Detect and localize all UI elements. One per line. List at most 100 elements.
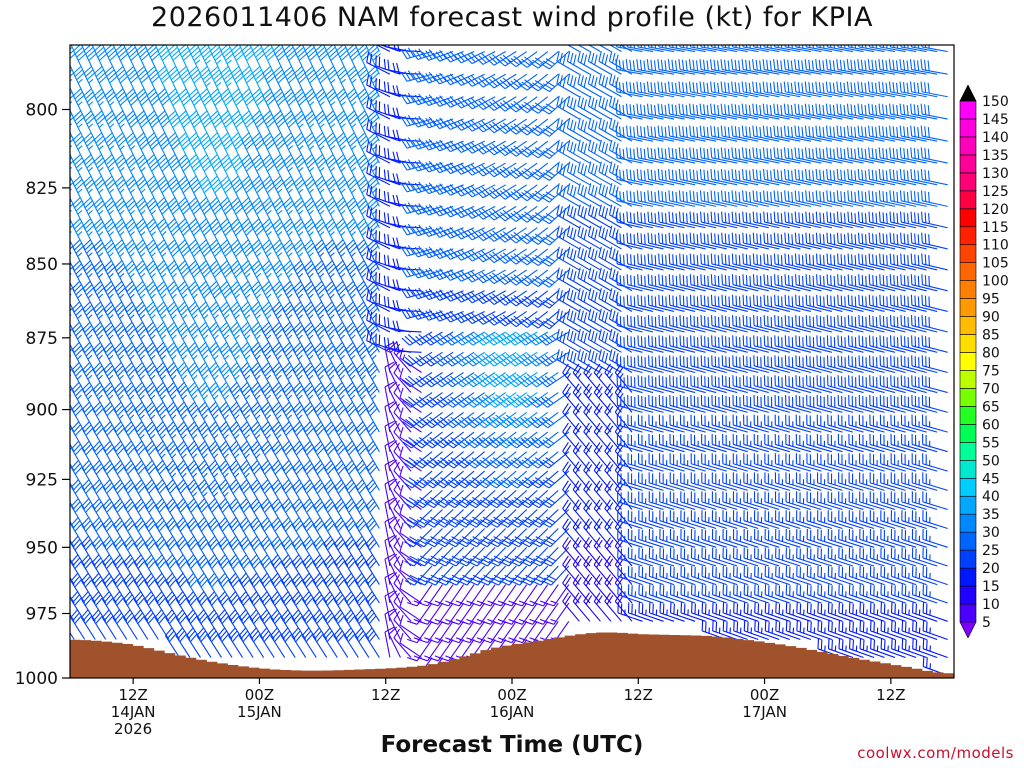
- x-tick-label: 15JAN: [237, 703, 282, 721]
- wind-barb: [71, 321, 86, 353]
- wind-barb: [188, 218, 202, 250]
- wind-barb: [124, 218, 138, 250]
- wind-barb: [207, 627, 223, 658]
- wind-barb: [104, 132, 117, 164]
- wind-barb: [156, 218, 170, 250]
- wind-barb: [80, 609, 96, 640]
- wind-barb: [188, 65, 203, 97]
- colorbar-label: 85: [982, 328, 1000, 344]
- x-tick-label: 12Z: [371, 686, 400, 704]
- wind-barb: [146, 88, 160, 120]
- wind-barb: [144, 591, 159, 622]
- wind-barb: [209, 218, 223, 250]
- wind-barb: [207, 609, 223, 640]
- wind-barb: [104, 110, 117, 142]
- x-tick-label: 00Z: [497, 686, 526, 704]
- colorbar-label: 50: [982, 453, 1000, 469]
- colorbar-segment: [959, 531, 977, 551]
- colorbar-label: 40: [982, 489, 1000, 505]
- wind-barb: [93, 280, 107, 312]
- wind-barb: [72, 175, 86, 207]
- wind-barb: [167, 153, 181, 186]
- wind-barb: [135, 175, 149, 207]
- wind-barb: [198, 175, 213, 207]
- wind-barb: [135, 239, 149, 271]
- wind-barb: [146, 132, 160, 164]
- colorbar-top-arrow: [959, 84, 977, 102]
- wind-barb: [188, 88, 202, 120]
- wind-barb: [177, 260, 191, 292]
- colorbar-segment: [959, 567, 977, 587]
- colorbar-segment: [959, 513, 977, 533]
- wind-barb: [114, 239, 128, 271]
- colorbar-label: 25: [982, 543, 1000, 559]
- wind-barb: [220, 65, 234, 97]
- wind-barb: [208, 361, 223, 393]
- x-tick-label: 00Z: [245, 686, 274, 704]
- wind-barb: [136, 45, 150, 75]
- colorbar-segment: [959, 370, 977, 389]
- colorbar-segment: [959, 226, 977, 246]
- colorbar-label: 10: [982, 597, 1000, 613]
- wind-barb: [83, 153, 96, 186]
- wind-barb: [135, 260, 149, 292]
- colorbar-label: 75: [982, 363, 1000, 379]
- wind-barb: [197, 381, 212, 413]
- wind-barb: [165, 591, 180, 622]
- credit-link[interactable]: coolwx.com/models: [857, 744, 1014, 762]
- wind-barb: [157, 65, 171, 97]
- colorbar-segment: [959, 388, 977, 407]
- wind-barb: [188, 45, 203, 75]
- wind-barb: [82, 280, 96, 312]
- wind-barb: [134, 381, 149, 413]
- colorbar-segment: [959, 208, 977, 228]
- wind-barb: [135, 218, 149, 250]
- wind-barb: [154, 609, 170, 640]
- colorbar-label: 115: [982, 220, 1009, 236]
- y-tick-label: 875: [26, 329, 58, 349]
- wind-barb: [83, 88, 96, 120]
- wind-barb: [220, 45, 234, 75]
- wind-barb: [81, 572, 96, 604]
- colorbar-label: 145: [982, 112, 1009, 128]
- wind-barb: [114, 196, 128, 228]
- wind-barb: [177, 175, 192, 207]
- wind-barb: [230, 196, 244, 228]
- wind-barb: [72, 153, 86, 186]
- wind-barb: [146, 110, 160, 142]
- wind-barb: [72, 132, 86, 164]
- wind-barb: [219, 218, 233, 250]
- colorbar-segment: [959, 549, 977, 569]
- wind-barb: [198, 196, 213, 228]
- wind-barb: [217, 627, 233, 658]
- wind-barb: [187, 260, 202, 292]
- wind-barb: [125, 65, 139, 97]
- wind-barb: [156, 260, 170, 292]
- wind-barb: [80, 591, 96, 622]
- wind-barb: [166, 260, 180, 292]
- colorbar-label: 130: [982, 166, 1009, 182]
- wind-barb: [219, 239, 233, 271]
- wind-barb: [112, 609, 128, 640]
- colorbar-label: 80: [982, 346, 1000, 362]
- colorbar-segment: [959, 316, 977, 335]
- wind-barb: [114, 218, 128, 250]
- wind-barb: [125, 45, 139, 75]
- wind-barb: [146, 153, 160, 186]
- x-tick-label: 12Z: [876, 686, 905, 704]
- wind-barb: [135, 280, 149, 312]
- wind-barb: [165, 440, 180, 472]
- wind-barb: [196, 609, 212, 640]
- colorbar-segment: [959, 118, 977, 138]
- wind-barb: [145, 260, 159, 292]
- wind-barb: [167, 88, 181, 120]
- wind-barb: [94, 65, 108, 97]
- wind-barb: [124, 239, 138, 271]
- colorbar-label: 140: [982, 130, 1009, 146]
- wind-barb: [178, 110, 192, 142]
- wind-barb: [156, 110, 171, 142]
- wind-barb: [198, 218, 212, 250]
- wind-barb: [178, 88, 192, 120]
- wind-barb: [166, 239, 181, 271]
- wind-barb: [199, 110, 213, 142]
